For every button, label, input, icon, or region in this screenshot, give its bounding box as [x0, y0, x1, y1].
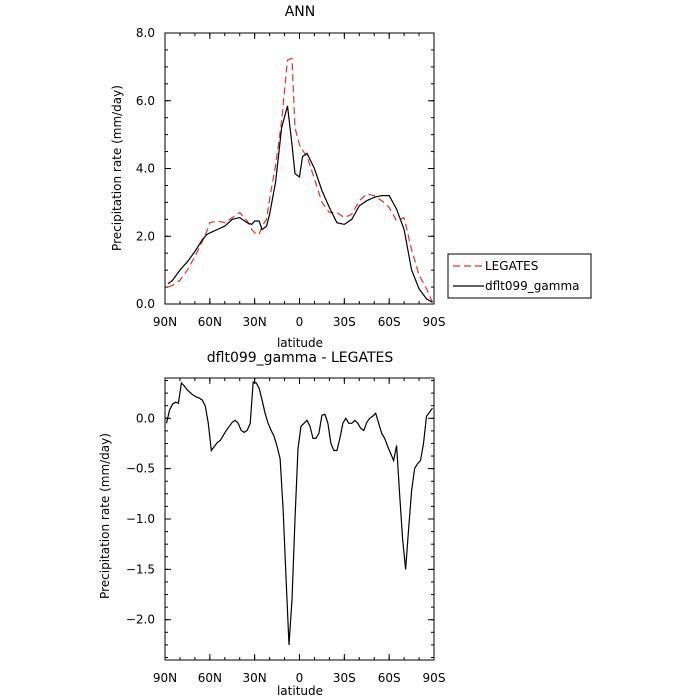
top-chart-series-legates [167, 57, 434, 303]
bottom-chart-y-tick-label: −2.0 [126, 613, 155, 627]
bottom-chart-y-tick-label: −1.0 [126, 512, 155, 526]
top-chart-x-axis-title: latitude [277, 336, 323, 350]
bottom-chart-x-tick-label: 60S [378, 671, 401, 685]
bottom-chart-y-tick-label: −0.5 [126, 462, 155, 476]
top-chart-plot-area: 90N 60N 30N 0 30S 60S 90S 0.0 2.0 4.0 6.0 8.0 [136, 26, 446, 329]
top-chart-x-tick-label: 30S [333, 315, 356, 329]
bottom-chart-panel: dflt099_gamma - LEGATES 90N 60N 30N 0 30S 60S… [98, 350, 445, 698]
bottom-chart-x-tick-label: 90N [153, 671, 177, 685]
bottom-chart-plot-area: 90N 60N 30N 0 30S 60S 90S 0.0 −0.5 −1.0 −1.5 −2.0 [126, 377, 446, 685]
bottom-chart-series-difference [165, 381, 433, 645]
top-chart-frame [164, 32, 435, 305]
bottom-chart-x-tick-label: 30N [243, 671, 267, 685]
top-chart-y-tick-label: 8.0 [136, 26, 155, 40]
top-chart-y-axis-title: Precipitation rate (mm/day) [110, 85, 124, 251]
top-chart-x-tick-label: 90N [153, 315, 177, 329]
top-chart-x-tick-label: 30N [243, 315, 267, 329]
bottom-chart-x-tick-label: 0 [296, 671, 304, 685]
top-chart-x-tick-label: 60S [378, 315, 401, 329]
bottom-chart-y-tick-label: −1.5 [126, 562, 155, 576]
top-chart-x-tick-label: 90S [423, 315, 446, 329]
top-chart-x-tick-label: 0 [296, 315, 304, 329]
top-chart-y-tick-label: 2.0 [136, 229, 155, 243]
legend-label-dflt099-gamma: dflt099_gamma [485, 279, 580, 293]
top-chart-title: ANN [285, 4, 316, 20]
legend-label-legates: LEGATES [485, 259, 538, 273]
top-chart-y-tick-label: 4.0 [136, 162, 155, 176]
bottom-chart-x-tick-label: 60N [198, 671, 222, 685]
bottom-chart-x-tick-label: 90S [423, 671, 446, 685]
bottom-chart-y-tick-label: 0.0 [136, 411, 155, 425]
top-chart-y-tick-label: 6.0 [136, 94, 155, 108]
bottom-chart-x-tick-label: 30S [333, 671, 356, 685]
legend: LEGATES dflt099_gamma [447, 253, 592, 299]
bottom-chart-frame [164, 377, 435, 661]
legend-box [447, 253, 592, 299]
bottom-chart-y-axis-title: Precipitation rate (mm/day) [98, 433, 112, 599]
top-chart-series-dflt099-gamma [167, 105, 433, 303]
bottom-chart-x-axis-title: latitude [277, 684, 323, 698]
top-chart-y-tick-label: 0.0 [136, 297, 155, 311]
top-chart-x-tick-label: 60N [198, 315, 222, 329]
top-chart-panel: ANN 90N 60N 30N 0 30S 60S 90S 0.0 2.0 4.0 6.0 8.0 l… [110, 4, 445, 350]
bottom-chart-title: dflt099_gamma - LEGATES [207, 350, 394, 366]
